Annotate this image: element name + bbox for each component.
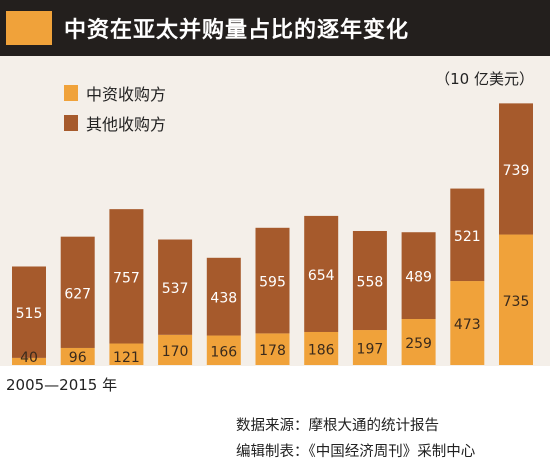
- data-label-other-2011: 654: [308, 268, 335, 284]
- bar-chinese-2012: [352, 330, 387, 365]
- data-label-other-2008: 537: [162, 281, 189, 297]
- bar-group-2009: 166 438: [206, 257, 241, 365]
- data-label-chinese-2010: 178: [259, 343, 286, 359]
- bar-group-2010: 178 595: [255, 227, 290, 365]
- bar-other-2012: [352, 230, 387, 331]
- legend-item-other: 其他收购方: [64, 108, 166, 138]
- bar-chinese-2010: [255, 333, 290, 365]
- data-label-other-2010: 595: [259, 275, 286, 291]
- bar-group-2014: 473 521: [450, 188, 485, 365]
- legend-item-chinese: 中资收购方: [64, 78, 166, 108]
- data-label-chinese-2013: 259: [405, 336, 432, 352]
- data-label-other-2009: 438: [210, 291, 237, 307]
- data-label-chinese-2015: 735: [503, 294, 530, 310]
- bar-chinese-2014: [450, 281, 485, 365]
- data-label-other-2007: 757: [113, 270, 140, 286]
- data-label-chinese-2014: 473: [454, 317, 481, 333]
- legend-swatch-chinese: [64, 85, 78, 101]
- bar-group-2005: 40 515: [12, 266, 46, 366]
- bar-other-2006: [60, 236, 95, 348]
- legend-label-chinese: 中资收购方: [86, 85, 167, 104]
- bar-other-2011: [304, 215, 339, 332]
- stacked-bar-chart: 40 515 96 627 121 757 170 537 166 438 178 595 186 654…: [12, 103, 533, 366]
- data-label-chinese-2011: 186: [308, 342, 335, 358]
- data-label-chinese-2008: 170: [162, 344, 189, 360]
- unit-label: （10 亿美元）: [435, 70, 534, 88]
- data-label-chinese-2005: 40: [20, 350, 38, 366]
- bar-group-2012: 197 558: [352, 230, 387, 365]
- bar-other-2007: [109, 209, 144, 344]
- legend-swatch-other: [64, 115, 78, 131]
- bar-chinese-2005: [12, 357, 46, 365]
- bar-other-2010: [255, 227, 290, 334]
- bar-chinese-2008: [158, 334, 193, 365]
- bar-other-2009: [206, 257, 241, 336]
- bar-other-2014: [450, 188, 485, 282]
- bar-group-2013: 259 489: [401, 232, 436, 365]
- bar-group-2015: 735 739: [499, 103, 533, 365]
- legend: 中资收购方 其他收购方: [64, 78, 166, 138]
- bar-chinese-2013: [401, 319, 436, 365]
- data-label-other-2005: 515: [16, 306, 43, 322]
- period-label: 2005—2015 年: [6, 376, 118, 394]
- bar-group-2008: 170 537: [158, 239, 193, 365]
- title-bar: 中资在亚太并购量占比的逐年变化: [0, 0, 550, 56]
- bar-other-2015: [499, 103, 533, 235]
- bar-other-2013: [401, 232, 436, 320]
- data-label-other-2014: 521: [454, 229, 481, 245]
- data-label-other-2013: 489: [405, 270, 432, 286]
- bar-chinese-2006: [60, 347, 95, 365]
- bar-other-2005: [12, 266, 46, 358]
- data-label-chinese-2007: 121: [113, 350, 140, 366]
- data-label-other-2012: 558: [357, 275, 384, 291]
- bar-group-2011: 186 654: [304, 215, 339, 365]
- bar-group-2007: 121 757: [109, 209, 144, 366]
- data-label-chinese-2012: 197: [357, 342, 384, 358]
- bar-group-2006: 96 627: [60, 236, 95, 366]
- bar-chinese-2011: [304, 331, 339, 365]
- editor-note: 编辑制表：《中国经济周刊》采制中心: [236, 444, 476, 460]
- data-label-other-2015: 739: [503, 163, 530, 179]
- source-note: 数据来源：摩根大通的统计报告: [236, 418, 439, 434]
- bar-chinese-2015: [499, 234, 533, 365]
- title-accent-block: [6, 11, 52, 45]
- data-label-other-2006: 627: [64, 286, 91, 302]
- bar-chinese-2007: [109, 343, 144, 365]
- bar-other-2008: [158, 239, 193, 335]
- data-label-chinese-2009: 166: [210, 344, 237, 360]
- page-title: 中资在亚太并购量占比的逐年变化: [64, 18, 410, 43]
- bar-chinese-2009: [206, 335, 241, 365]
- data-label-chinese-2006: 96: [69, 350, 87, 366]
- legend-label-other: 其他收购方: [86, 115, 167, 134]
